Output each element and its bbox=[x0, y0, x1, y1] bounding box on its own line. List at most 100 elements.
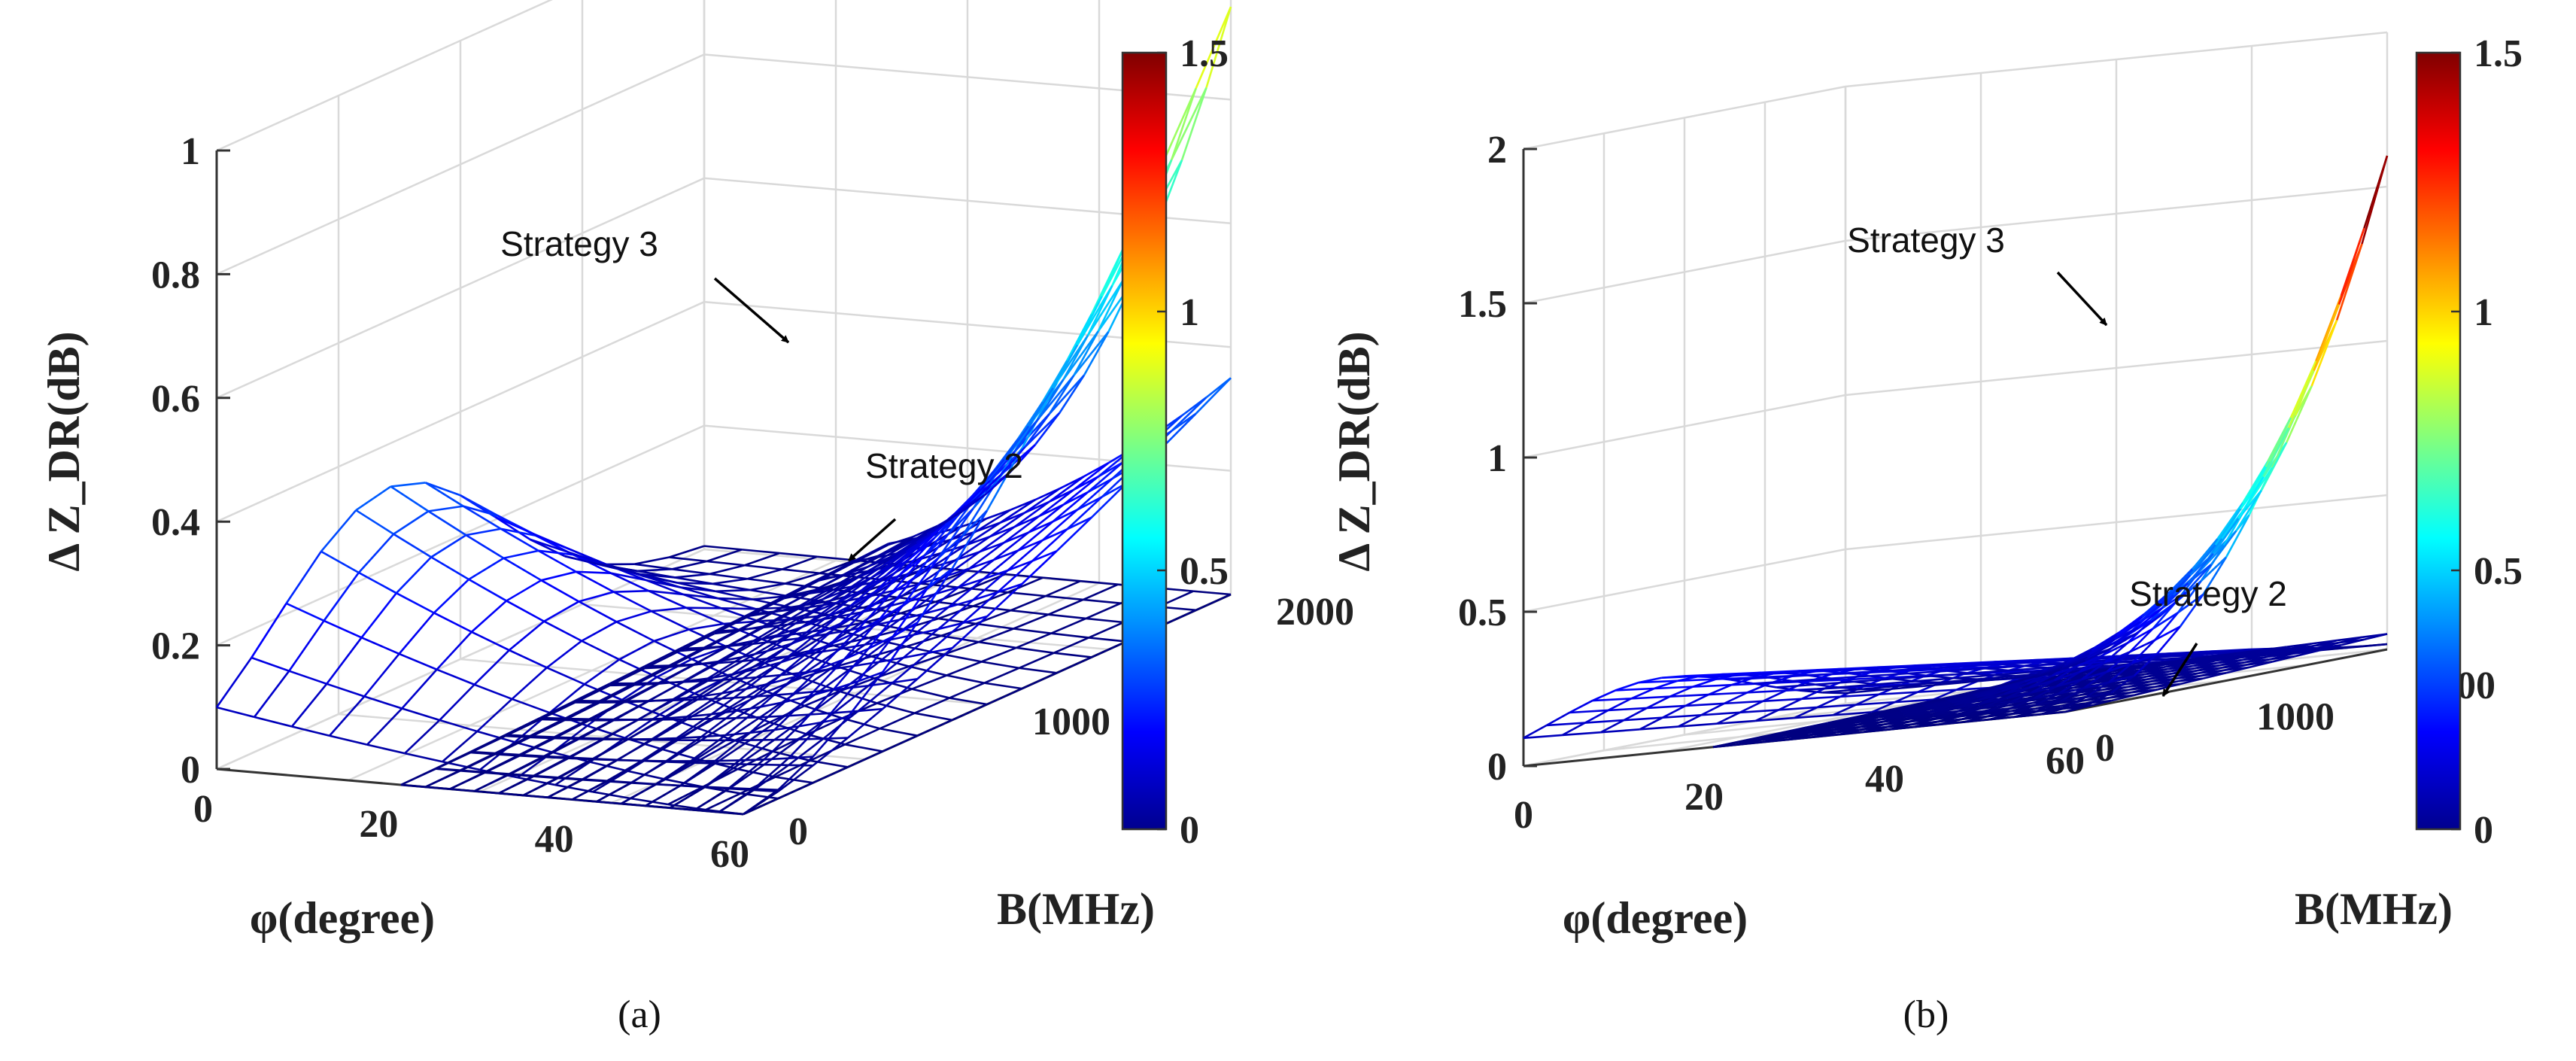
mesh-segment bbox=[718, 597, 756, 610]
mesh-segment bbox=[442, 730, 478, 763]
mesh-segment bbox=[1195, 377, 1232, 415]
mesh-segment bbox=[1763, 698, 1802, 703]
panel-b: 00.511.520204060010002000Δ Z_DR(dB)φ(deg… bbox=[1329, 31, 2523, 1036]
mesh-segment bbox=[1000, 512, 1025, 524]
floor-grid-u bbox=[611, 582, 1100, 804]
mesh-segment bbox=[1562, 731, 1601, 737]
mesh-segment bbox=[1817, 695, 1841, 709]
mesh-segment bbox=[846, 576, 872, 591]
mesh-segment bbox=[674, 576, 713, 585]
mesh-segment bbox=[2200, 556, 2227, 582]
mesh-segment bbox=[1869, 672, 1909, 677]
mesh-segment bbox=[1846, 670, 1885, 674]
mesh-segment bbox=[2104, 642, 2128, 664]
mesh-segment bbox=[1059, 475, 1085, 490]
mesh-segment bbox=[1859, 723, 1885, 728]
mesh-segment bbox=[2085, 692, 2112, 698]
mesh-segment bbox=[676, 736, 701, 740]
mesh-segment bbox=[784, 695, 810, 704]
mesh-segment bbox=[1809, 728, 1835, 734]
mesh-segment bbox=[720, 607, 759, 622]
mesh-segment bbox=[1010, 609, 1049, 616]
mesh-segment bbox=[2222, 664, 2247, 669]
mesh-segment bbox=[2054, 670, 2080, 682]
mesh-segment bbox=[954, 535, 991, 561]
mesh-segment bbox=[864, 574, 901, 612]
mesh-segment bbox=[749, 588, 788, 597]
mesh-segment bbox=[1181, 397, 1208, 417]
mesh-segment bbox=[2163, 655, 2203, 661]
mesh-segment bbox=[470, 600, 508, 633]
mesh-segment bbox=[759, 676, 796, 708]
mesh-segment bbox=[1746, 682, 1771, 694]
mesh-segment bbox=[714, 731, 751, 762]
mesh-segment bbox=[2162, 582, 2189, 609]
mesh-segment bbox=[911, 688, 950, 699]
mesh-segment bbox=[767, 643, 792, 652]
mesh-segment bbox=[2164, 574, 2192, 602]
mesh-segment bbox=[668, 646, 705, 667]
mesh-segment bbox=[505, 716, 541, 736]
mesh-segment bbox=[2261, 646, 2287, 652]
mesh-segment bbox=[390, 485, 430, 512]
mesh-segment bbox=[1056, 656, 1092, 674]
mesh-segment bbox=[667, 786, 703, 806]
mesh-segment bbox=[435, 751, 472, 770]
mesh-segment bbox=[706, 560, 745, 567]
mesh-segment bbox=[1887, 723, 1912, 728]
mesh-segment bbox=[1045, 594, 1083, 601]
mesh-segment bbox=[470, 734, 506, 754]
mesh-segment bbox=[867, 657, 904, 687]
mesh-segment bbox=[843, 619, 880, 661]
mesh-segment bbox=[645, 804, 670, 809]
mesh-segment bbox=[1013, 417, 1040, 453]
mesh-segment bbox=[1053, 637, 1089, 654]
mesh-segment bbox=[2152, 680, 2179, 686]
mesh-segment bbox=[1024, 488, 1061, 514]
mesh-segment bbox=[710, 696, 747, 720]
mesh-segment bbox=[781, 671, 806, 676]
mesh-segment bbox=[1053, 652, 1092, 658]
mesh-segment bbox=[2116, 616, 2143, 637]
z-tick-label: 0 bbox=[1487, 746, 1507, 789]
mesh-segment bbox=[596, 782, 632, 803]
mesh-segment bbox=[1569, 699, 1593, 714]
mesh-segment bbox=[1066, 516, 1092, 530]
mesh-segment bbox=[694, 787, 730, 811]
mesh-segment bbox=[1639, 716, 1663, 731]
mesh-segment bbox=[1013, 613, 1049, 630]
mesh-segment bbox=[1007, 539, 1043, 571]
z-tick-label: 1.5 bbox=[1458, 283, 1507, 326]
mesh-segment bbox=[439, 683, 475, 721]
mesh-segment bbox=[2171, 670, 2198, 675]
mesh-segment bbox=[815, 622, 841, 636]
mesh-segment bbox=[449, 788, 475, 792]
mesh-segment bbox=[1038, 503, 1064, 518]
mesh-segment bbox=[2131, 639, 2156, 664]
mesh-segment bbox=[430, 534, 467, 558]
mesh-segment bbox=[857, 565, 882, 579]
mesh-segment bbox=[404, 752, 443, 763]
mesh-segment bbox=[779, 552, 818, 558]
mesh-segment bbox=[728, 625, 764, 647]
mesh-segment bbox=[1788, 736, 1814, 741]
mesh-segment bbox=[2001, 661, 2040, 665]
mesh-segment bbox=[2129, 686, 2155, 691]
mesh-segment bbox=[878, 577, 915, 621]
mesh-segment bbox=[1937, 718, 1963, 723]
mesh-segment bbox=[832, 566, 869, 588]
mesh-segment bbox=[1834, 726, 1860, 731]
mesh-segment bbox=[624, 700, 649, 704]
mesh-segment bbox=[844, 728, 880, 746]
mesh-segment bbox=[2083, 697, 2110, 702]
mesh-segment bbox=[500, 527, 539, 552]
mesh-segment bbox=[529, 719, 566, 738]
x-tick-label: 0 bbox=[1514, 794, 1533, 837]
mesh-segment bbox=[1871, 701, 1895, 713]
mesh-segment bbox=[436, 631, 472, 670]
mesh-segment bbox=[2137, 607, 2164, 629]
mesh-segment bbox=[714, 629, 740, 635]
mesh-segment bbox=[878, 603, 904, 622]
mesh-segment bbox=[776, 612, 813, 637]
mesh-segment bbox=[913, 557, 939, 579]
